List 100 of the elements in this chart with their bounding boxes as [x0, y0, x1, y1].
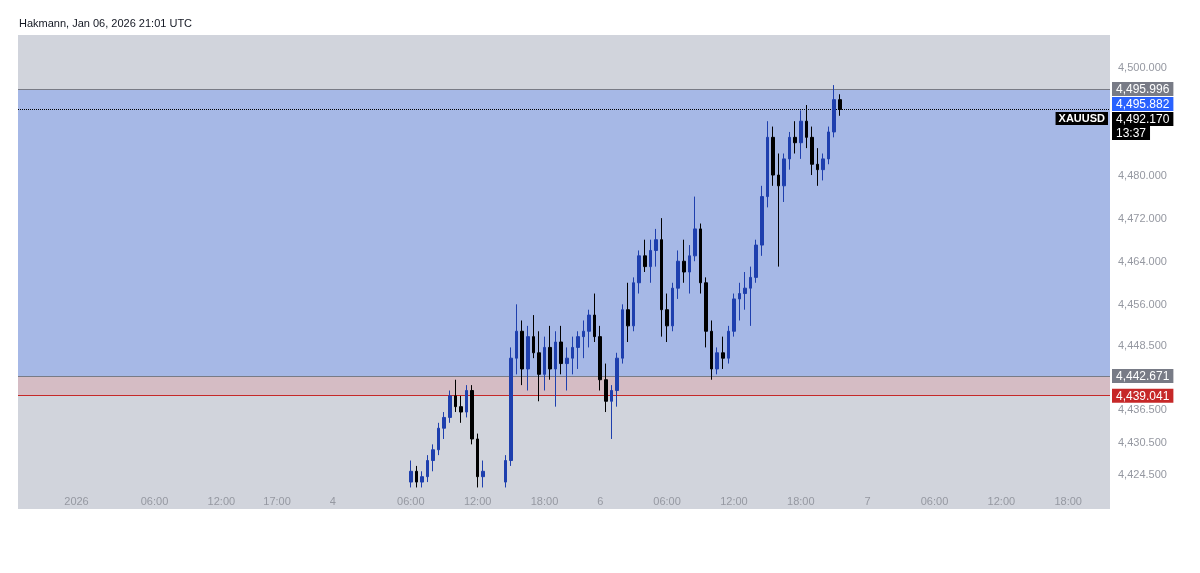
candlestick	[465, 384, 468, 418]
candlestick	[771, 126, 775, 187]
candlestick	[626, 282, 630, 343]
candlestick	[649, 239, 652, 284]
band-label: 4,495.882	[1116, 96, 1170, 111]
candlestick	[766, 120, 769, 208]
candlestick	[799, 109, 803, 160]
candlestick	[827, 126, 830, 165]
candlestick	[582, 319, 585, 359]
candlestick	[621, 303, 624, 365]
x-tick-label: 6	[597, 494, 604, 507]
x-tick-label: 17:00	[263, 494, 291, 507]
candlestick	[671, 282, 674, 332]
y-tick-label: 4,464.000	[1118, 255, 1167, 268]
candlestick	[749, 266, 752, 327]
y-tick-label: 4,448.500	[1118, 338, 1167, 351]
candlestick	[715, 346, 719, 375]
candlestick	[532, 314, 535, 359]
candlestick	[699, 223, 702, 295]
candlestick	[515, 303, 518, 375]
candlestick	[727, 325, 730, 365]
candlestick	[788, 131, 791, 171]
candlestick	[693, 196, 697, 262]
candlestick	[415, 465, 418, 488]
x-tick-label: 7	[864, 494, 871, 507]
annotation: XAUUSD	[1058, 112, 1106, 125]
candlestick	[526, 325, 530, 391]
candlestick	[470, 384, 474, 445]
candlestick	[782, 153, 786, 203]
x-tick-label: 18:00	[787, 494, 815, 507]
ref-line-label: 4,439.041	[1116, 388, 1170, 403]
candlestick	[688, 244, 691, 295]
candlestick	[821, 153, 825, 181]
candlestick	[459, 395, 463, 424]
x-tick-label: 12:00	[207, 494, 236, 507]
candlestick	[448, 390, 452, 424]
x-tick-label: 06:00	[140, 494, 169, 507]
candlestick	[454, 379, 457, 413]
y-tick-label: 4,500.000	[1118, 61, 1167, 74]
candlestick	[643, 239, 647, 273]
candlestick	[654, 228, 658, 268]
candlestick	[760, 185, 764, 257]
y-tick-label: 4,424.500	[1118, 467, 1167, 480]
candlestick	[559, 325, 563, 375]
candlestick	[504, 454, 507, 488]
candlestick	[543, 336, 546, 391]
candlestick	[832, 84, 836, 138]
x-tick-label: 18:00	[530, 494, 559, 507]
candlestick	[593, 293, 596, 343]
candlestick	[665, 293, 669, 343]
candlestick	[576, 330, 580, 370]
candlestick	[754, 239, 758, 284]
x-tick-label: 4	[329, 494, 336, 507]
x-tick-label: 06:00	[653, 494, 681, 507]
candlestick	[816, 147, 819, 187]
candlestick	[481, 460, 485, 488]
candlestick	[793, 120, 797, 154]
candlestick	[537, 330, 541, 402]
candlestick	[604, 363, 608, 413]
x-tick-label: 12:00	[720, 494, 748, 507]
candlestick	[571, 336, 574, 375]
candlestick	[660, 217, 663, 338]
candlestick	[676, 249, 680, 300]
candlestick	[598, 325, 602, 391]
candlestick	[565, 346, 569, 391]
candlestick	[704, 276, 708, 348]
ref-line-label: 4,492.170	[1116, 111, 1170, 126]
candlestick	[682, 239, 686, 284]
candlestick	[738, 282, 741, 321]
x-tick-label: 12:00	[463, 494, 492, 507]
y-tick-label: 4,436.500	[1118, 403, 1167, 416]
y-tick-label: 4,430.500	[1118, 435, 1167, 448]
x-tick-label: 06:00	[397, 494, 425, 507]
candlestick	[437, 422, 440, 456]
candlestick	[637, 249, 641, 295]
candlestick	[442, 411, 446, 440]
x-tick-label: 18:00	[1054, 494, 1082, 507]
candlestick	[587, 309, 591, 348]
ref-line-label: 4,442.671	[1116, 369, 1170, 384]
x-tick-label: 06:00	[920, 494, 949, 507]
candlestick	[409, 460, 413, 488]
chart-title: Hakmann, Jan 06, 2026 21:01 UTC	[19, 16, 193, 29]
candlestick	[476, 433, 479, 488]
candlestick	[431, 443, 435, 472]
candlestick	[420, 470, 424, 488]
candlestick	[743, 271, 747, 311]
candlestick	[721, 336, 725, 370]
x-tick-label: 12:00	[987, 494, 1016, 507]
candlestick	[426, 454, 429, 483]
candlestick	[632, 276, 635, 332]
y-tick-label: 4,480.000	[1118, 169, 1167, 182]
ref-line-label: 4,495.996	[1116, 81, 1170, 96]
text: 13:37	[1116, 125, 1147, 140]
y-tick-label: 4,456.000	[1118, 298, 1167, 311]
x-tick-label: 2026	[64, 494, 89, 507]
candlestick	[520, 319, 524, 386]
candlestick	[610, 384, 613, 440]
candlestick	[732, 293, 736, 338]
y-tick-label: 4,472.000	[1118, 212, 1167, 225]
candlestick	[548, 325, 552, 381]
